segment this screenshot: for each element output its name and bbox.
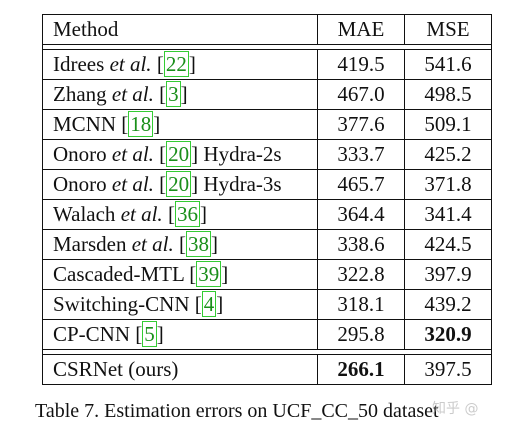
mae-cell: 295.8	[317, 319, 405, 350]
method-cell: CSRNet (ours)	[42, 354, 318, 385]
method-variant: Hydra-3s	[203, 172, 282, 196]
header-mae: MAE	[317, 14, 405, 45]
method-variant: Hydra-2s	[203, 142, 282, 166]
citation-link[interactable]: 3	[166, 81, 181, 107]
mse-cell: 498.5	[404, 79, 492, 110]
method-name: Walach	[53, 202, 116, 226]
method-cell: Idrees et al. [22]	[42, 49, 318, 80]
citation-link[interactable]: 20	[166, 141, 192, 167]
method-name: CSRNet (ours)	[53, 357, 179, 381]
header-mse: MSE	[404, 14, 492, 45]
citation-link[interactable]: 4	[201, 291, 217, 317]
mae-cell: 266.1	[317, 354, 405, 385]
method-name: Onoro	[53, 142, 107, 166]
method-name: Idrees	[53, 52, 105, 76]
table-caption: Table 7. Estimation errors on UCF_CC_50 …	[35, 400, 439, 422]
watermark: 知乎 @	[432, 401, 479, 417]
table-row: Zhang et al. [3] 467.0 498.5	[42, 79, 492, 110]
method-cell: Cascaded-MTL [39]	[42, 259, 318, 290]
et-al: et al.	[131, 232, 174, 256]
mae-cell: 318.1	[317, 289, 405, 320]
method-name: MCNN	[53, 112, 117, 136]
table-row: Walach et al. [36] 364.4 341.4	[42, 199, 492, 230]
mse-cell: 397.9	[404, 259, 492, 290]
mae-cell: 333.7	[317, 139, 405, 170]
table-row: CP-CNN [5] 295.8 320.9	[42, 319, 492, 350]
table-body: Idrees et al. [22] 419.5 541.6 Zhang et al.…	[42, 44, 492, 385]
table-row: CSRNet (ours) 266.1 397.5	[42, 354, 492, 385]
citation-link[interactable]: 22	[163, 51, 189, 77]
mae-cell: 338.6	[317, 229, 405, 260]
results-table: Method MAE MSE Idrees et al. [22] 419.5 54…	[42, 14, 492, 385]
et-al: et al.	[111, 82, 154, 106]
table-row: Cascaded-MTL [39] 322.8 397.9	[42, 259, 492, 290]
table-row: Onoro et al. [20] Hydra-3s 465.7 371.8	[42, 169, 492, 200]
mse-cell: 425.2	[404, 139, 492, 170]
table-row: Marsden et al. [38] 338.6 424.5	[42, 229, 492, 260]
mse-cell: 424.5	[404, 229, 492, 260]
mse-cell: 320.9	[404, 319, 492, 350]
mse-cell: 509.1	[404, 109, 492, 140]
et-al: et al.	[109, 52, 152, 76]
header-method: Method	[42, 14, 318, 45]
citation-link[interactable]: 38	[185, 231, 211, 257]
method-name: Cascaded-MTL	[53, 262, 185, 286]
method-cell: Onoro et al. [20] Hydra-2s	[42, 139, 318, 170]
method-name: Zhang	[53, 82, 107, 106]
citation-link[interactable]: 39	[196, 261, 222, 287]
mse-cell: 397.5	[404, 354, 492, 385]
mse-cell: 439.2	[404, 289, 492, 320]
mae-cell: 467.0	[317, 79, 405, 110]
citation-link[interactable]: 5	[142, 321, 157, 347]
mse-cell: 341.4	[404, 199, 492, 230]
method-cell: CP-CNN [5]	[42, 319, 318, 350]
table-header-row: Method MAE MSE	[42, 14, 492, 45]
method-name: CP-CNN	[53, 322, 131, 346]
method-cell: Onoro et al. [20] Hydra-3s	[42, 169, 318, 200]
method-cell: Walach et al. [36]	[42, 199, 318, 230]
method-cell: Marsden et al. [38]	[42, 229, 318, 260]
citation-link[interactable]: 20	[166, 171, 192, 197]
et-al: et al.	[111, 172, 154, 196]
et-al: et al.	[120, 202, 163, 226]
method-name: Switching-CNN	[53, 292, 190, 316]
method-cell: Zhang et al. [3]	[42, 79, 318, 110]
method-name: Onoro	[53, 172, 107, 196]
method-name: Marsden	[53, 232, 127, 256]
method-cell: Switching-CNN [4]	[42, 289, 318, 320]
method-cell: MCNN [18]	[42, 109, 318, 140]
citation-link[interactable]: 18	[128, 111, 154, 137]
table-row: Idrees et al. [22] 419.5 541.6	[42, 49, 492, 80]
mse-cell: 541.6	[404, 49, 492, 80]
table-row: Switching-CNN [4] 318.1 439.2	[42, 289, 492, 320]
mae-cell: 419.5	[317, 49, 405, 80]
mse-cell: 371.8	[404, 169, 492, 200]
mae-cell: 377.6	[317, 109, 405, 140]
table-row: MCNN [18] 377.6 509.1	[42, 109, 492, 140]
mae-cell: 364.4	[317, 199, 405, 230]
table-row: Onoro et al. [20] Hydra-2s 333.7 425.2	[42, 139, 492, 170]
mae-cell: 322.8	[317, 259, 405, 290]
citation-link[interactable]: 36	[174, 201, 200, 227]
mae-cell: 465.7	[317, 169, 405, 200]
et-al: et al.	[111, 142, 154, 166]
